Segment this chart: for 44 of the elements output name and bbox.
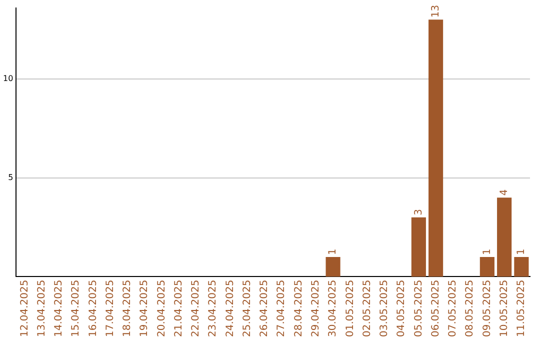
- x-tick-label: 18.04.2025: [122, 280, 134, 338]
- x-tick-label: 09.05.2025: [482, 280, 493, 338]
- x-tick-label: 08.05.2025: [464, 280, 476, 338]
- x-tick-label: 29.04.2025: [310, 280, 322, 338]
- x-tick-label: 24.04.2025: [224, 280, 236, 338]
- x-tick-label: 28.04.2025: [293, 280, 304, 338]
- x-tick-label: 11.05.2025: [516, 280, 528, 338]
- x-tick-label: 27.04.2025: [276, 280, 288, 338]
- x-tick-label: 04.05.2025: [396, 280, 408, 338]
- x-tick-label: 15.04.2025: [70, 280, 82, 338]
- bar: [428, 20, 444, 277]
- x-tick-label: 22.04.2025: [190, 280, 202, 338]
- x-tick-label: 06.05.2025: [430, 280, 442, 338]
- bar: [411, 217, 426, 277]
- data-label: 1: [482, 248, 493, 255]
- x-tick-label: 30.04.2025: [328, 280, 339, 338]
- x-tick-label: 16.04.2025: [88, 280, 99, 338]
- data-label: 13: [430, 4, 442, 18]
- x-tick-label: 03.05.2025: [379, 280, 390, 338]
- x-tick-label: 17.04.2025: [104, 280, 116, 338]
- data-label: 4: [498, 189, 510, 196]
- bar: [514, 256, 529, 277]
- x-tick-label: 23.04.2025: [208, 280, 219, 338]
- x-tick-label: 19.04.2025: [139, 280, 150, 338]
- x-tick-label: 26.04.2025: [259, 280, 270, 338]
- bar: [326, 256, 340, 277]
- x-tick-label: 01.05.2025: [344, 280, 356, 338]
- x-tick-label: 13.04.2025: [36, 280, 48, 338]
- x-tick-label: 12.04.2025: [19, 280, 30, 338]
- x-tick-label: 25.04.2025: [242, 280, 253, 338]
- bar: [497, 198, 512, 277]
- data-label: 1: [328, 248, 339, 255]
- data-label: 3: [413, 209, 424, 216]
- bar: [480, 256, 494, 277]
- data-label: 1: [516, 248, 528, 255]
- x-tick-label: 02.05.2025: [362, 280, 373, 338]
- y-tick-label: 10: [2, 74, 14, 84]
- x-tick-label: 14.04.2025: [54, 280, 65, 338]
- x-tick-label: 05.05.2025: [413, 280, 424, 338]
- x-tick-label: 10.05.2025: [498, 280, 510, 338]
- x-tick-label: 07.05.2025: [448, 280, 459, 338]
- y-tick-label: 5: [8, 172, 14, 182]
- x-tick-label: 20.04.2025: [156, 280, 168, 338]
- x-tick-label: 21.04.2025: [173, 280, 184, 338]
